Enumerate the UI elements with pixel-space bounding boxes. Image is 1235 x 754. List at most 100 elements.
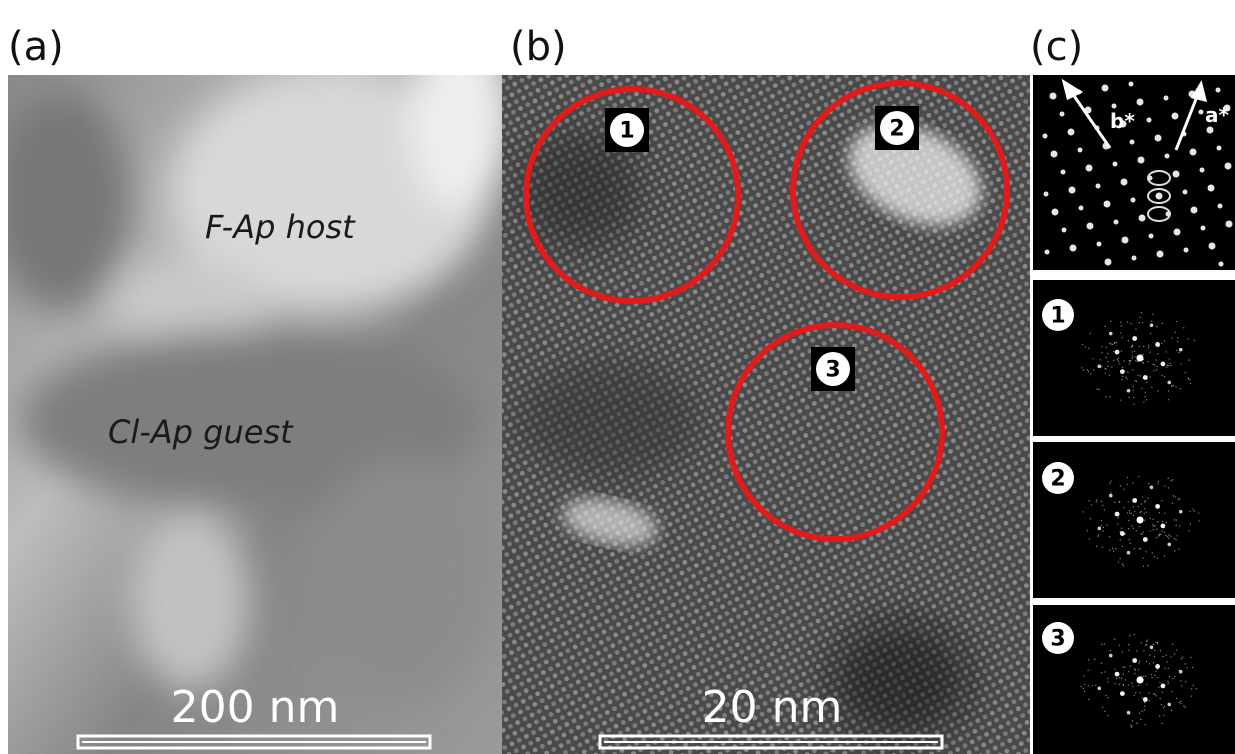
spot [1191, 688, 1192, 689]
spot [1113, 351, 1114, 352]
spot [1161, 362, 1166, 367]
panel-label: (b) [510, 24, 567, 70]
spot [1098, 534, 1099, 535]
spot [1162, 530, 1163, 531]
spot [1135, 356, 1136, 357]
spot [1179, 670, 1183, 674]
spot [1127, 484, 1128, 485]
spot [1147, 565, 1148, 566]
spot [1151, 674, 1152, 675]
spot [1087, 670, 1088, 671]
spot [1101, 672, 1102, 673]
spot [1170, 365, 1171, 366]
spot [1096, 184, 1101, 189]
spot [1141, 312, 1142, 313]
panel-label: (a) [8, 24, 64, 70]
spot [1127, 477, 1128, 478]
spot [1050, 93, 1057, 100]
spot [1105, 695, 1106, 696]
spot [1144, 501, 1145, 502]
spot [1112, 344, 1113, 345]
spot [1142, 361, 1143, 362]
spot [1132, 482, 1133, 483]
spot [1140, 719, 1141, 720]
spot [1116, 342, 1117, 343]
spot [1097, 687, 1101, 691]
spot [1164, 340, 1165, 341]
spot [1174, 676, 1175, 677]
inset-number: 1 [1050, 304, 1065, 329]
spot [1107, 697, 1108, 698]
spot [1070, 245, 1077, 252]
spot [1101, 547, 1102, 548]
spot [1162, 521, 1163, 522]
spot [1120, 332, 1121, 333]
spot [1179, 510, 1183, 514]
spot [1044, 192, 1049, 197]
spot [1107, 361, 1108, 362]
spot [1133, 404, 1134, 405]
spot [1069, 187, 1076, 194]
spot [1113, 360, 1114, 361]
spot [1132, 658, 1137, 663]
spot [1145, 676, 1146, 677]
spot [1138, 685, 1139, 686]
spot [1156, 695, 1157, 696]
spot [1189, 511, 1190, 512]
spot [1129, 512, 1130, 513]
spot [1152, 552, 1153, 553]
spot [1166, 661, 1167, 662]
spot [1109, 654, 1113, 658]
spot [1099, 359, 1100, 360]
spot [1130, 140, 1135, 145]
spot [1186, 667, 1187, 668]
spot [1101, 366, 1102, 367]
spot [1158, 535, 1159, 536]
spot [1119, 363, 1120, 364]
spot [1132, 256, 1137, 261]
spot [1120, 369, 1125, 374]
spot [1118, 677, 1119, 678]
spot [1095, 685, 1096, 686]
spot [1170, 363, 1171, 364]
spot [1144, 520, 1145, 521]
spot [1179, 702, 1180, 703]
spot [1128, 684, 1129, 685]
spot [1090, 333, 1091, 334]
spot [1175, 525, 1176, 526]
spot [1151, 386, 1152, 387]
spot [1129, 360, 1130, 361]
spot [1139, 322, 1140, 323]
spot [1109, 396, 1110, 397]
spot [1102, 85, 1109, 92]
spot [1208, 185, 1215, 192]
spot [1110, 343, 1111, 344]
spot [1131, 682, 1132, 683]
spot [1185, 706, 1186, 707]
spot [1167, 703, 1171, 707]
tem-image [0, 30, 510, 754]
spot [1060, 112, 1065, 117]
spot [1172, 503, 1173, 504]
spot [1155, 342, 1160, 347]
spot [1121, 379, 1122, 380]
spot [1157, 366, 1158, 367]
spot [1118, 357, 1119, 358]
spot [1097, 527, 1101, 531]
spot [1143, 650, 1144, 651]
spot [1128, 501, 1129, 502]
spot [1133, 548, 1134, 549]
spot [1117, 359, 1118, 360]
spot [1201, 226, 1206, 231]
region-marker: 1 [605, 108, 649, 152]
inset-marker: 1 [1042, 299, 1074, 331]
ellipse [310, 460, 490, 700]
spot [1127, 321, 1128, 322]
spot [1127, 551, 1131, 555]
spot [1189, 359, 1190, 360]
spot [1128, 397, 1129, 398]
spot [1153, 693, 1154, 694]
spot [1160, 534, 1161, 535]
spot [1167, 536, 1168, 537]
spot [1104, 711, 1105, 712]
